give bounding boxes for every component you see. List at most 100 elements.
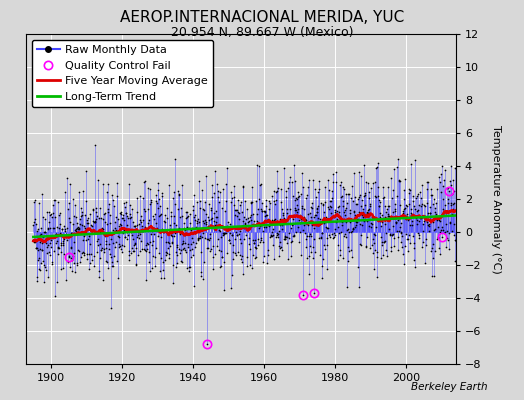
Point [444, 188, 453, 194]
Point [408, 218, 417, 224]
Point [318, 275, 326, 282]
Point [435, 245, 443, 251]
Point [37, 231, 45, 237]
Point [119, 230, 127, 236]
Point [223, 222, 231, 229]
Point [47, 210, 55, 217]
Point [193, 220, 201, 226]
Point [80, 223, 89, 230]
Point [257, 235, 266, 242]
Point [195, 177, 203, 184]
Point [348, 226, 357, 232]
Point [53, 224, 61, 231]
Point [303, 233, 312, 239]
Point [131, 240, 139, 246]
Point [141, 247, 150, 253]
Point [236, 228, 244, 234]
Point [260, 213, 269, 220]
Point [158, 190, 167, 196]
Point [127, 227, 136, 234]
Point [169, 262, 177, 268]
Point [146, 239, 155, 245]
Point [400, 186, 409, 193]
Point [243, 262, 251, 269]
Point [361, 190, 369, 196]
Point [282, 234, 290, 240]
Point [201, 199, 209, 205]
Point [329, 214, 337, 220]
Point [43, 244, 51, 250]
Point [160, 257, 169, 264]
Point [70, 260, 79, 266]
Point [58, 226, 66, 232]
Point [338, 219, 346, 225]
Point [352, 200, 361, 207]
Point [90, 219, 99, 225]
Point [173, 241, 181, 248]
Point [389, 231, 397, 238]
Point [383, 216, 391, 223]
Point [162, 205, 171, 211]
Point [297, 252, 305, 258]
Point [404, 217, 412, 224]
Point [167, 209, 176, 216]
Point [178, 258, 186, 265]
Point [387, 232, 396, 238]
Point [409, 245, 418, 252]
Point [213, 214, 221, 220]
Point [32, 221, 40, 228]
Point [385, 203, 394, 210]
Point [64, 254, 73, 260]
Point [90, 252, 98, 259]
Point [96, 205, 104, 212]
Point [319, 256, 327, 262]
Point [286, 213, 294, 219]
Point [445, 246, 454, 252]
Point [43, 274, 52, 280]
Point [327, 198, 335, 204]
Point [38, 190, 47, 197]
Point [207, 246, 215, 252]
Point [176, 250, 184, 257]
Point [336, 246, 344, 253]
Text: Berkeley Earth: Berkeley Earth [411, 382, 487, 392]
Point [78, 222, 86, 228]
Point [298, 203, 306, 209]
Point [394, 217, 402, 224]
Point [108, 263, 116, 269]
Point [166, 243, 174, 249]
Point [331, 209, 339, 215]
Point [360, 212, 368, 219]
Point [249, 237, 257, 244]
Point [357, 173, 366, 179]
Point [145, 216, 153, 223]
Point [88, 227, 96, 234]
Point [152, 192, 160, 198]
Point [176, 191, 184, 198]
Point [430, 227, 438, 233]
Point [216, 228, 224, 234]
Point [72, 260, 81, 266]
Point [438, 234, 446, 240]
Point [118, 248, 126, 255]
Point [293, 188, 302, 195]
Point [289, 215, 297, 222]
Point [93, 248, 102, 255]
Point [71, 227, 80, 234]
Point [230, 183, 238, 190]
Point [311, 186, 320, 192]
Point [446, 182, 455, 188]
Point [30, 219, 38, 225]
Point [198, 233, 206, 240]
Point [85, 211, 94, 218]
Point [128, 244, 136, 251]
Point [248, 199, 256, 206]
Point [368, 216, 376, 222]
Point [433, 186, 441, 192]
Point [177, 205, 185, 211]
Point [162, 252, 170, 258]
Point [123, 213, 131, 220]
Point [412, 216, 421, 223]
Point [174, 192, 183, 198]
Point [343, 200, 351, 206]
